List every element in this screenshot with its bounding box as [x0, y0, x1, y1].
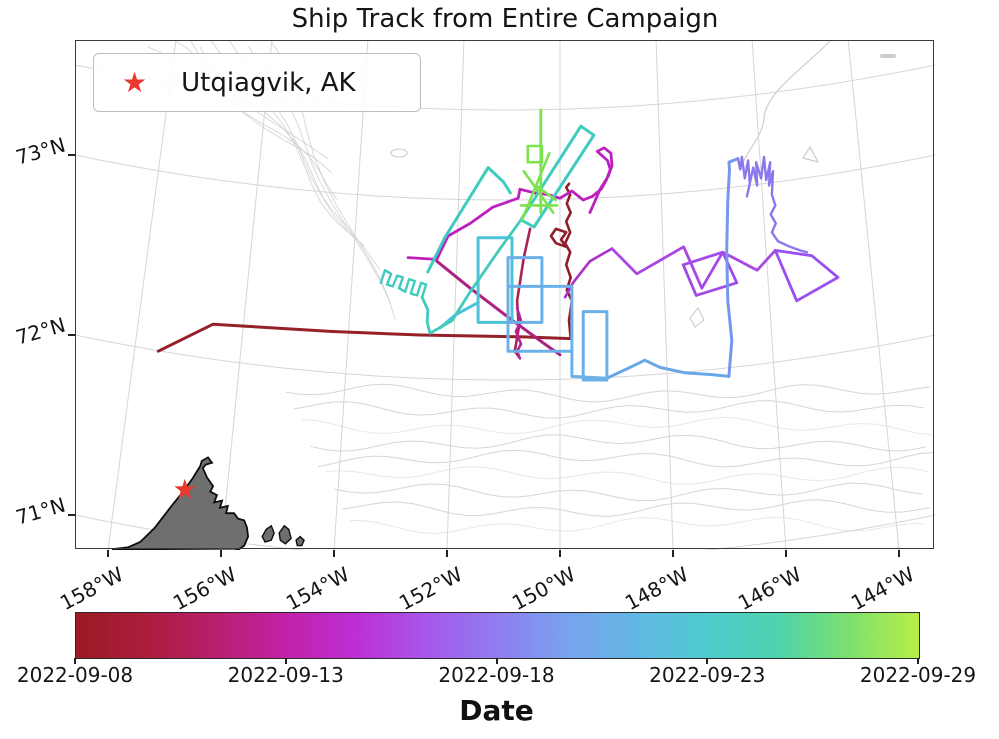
- lon-tick: [446, 550, 448, 557]
- contour-line: [341, 499, 931, 517]
- ship-track-segment-green-short-diag: [535, 184, 557, 202]
- contour-shape: [802, 145, 820, 163]
- land-islet: [295, 535, 305, 547]
- colorbar-tick-label: 2022-09-29: [859, 663, 977, 687]
- contour-line: [317, 449, 935, 468]
- lon-tick: [107, 550, 109, 557]
- ship-track: [156, 108, 840, 382]
- ship-track-segment-teal-parallelogram: [519, 124, 596, 229]
- colorbar-tick: [74, 658, 76, 664]
- station-star-icon: [174, 478, 196, 499]
- lon-tick: [220, 550, 222, 557]
- colorbar-tick-label: 2022-09-18: [438, 663, 555, 687]
- land-islet: [261, 524, 275, 543]
- ship-track-segment-teal-vee: [426, 166, 512, 274]
- contour-line: [325, 466, 929, 485]
- colorbar-tick-label: 2022-09-23: [649, 663, 766, 687]
- contour-line: [333, 482, 923, 502]
- colorbar-tick-label: 2022-09-13: [227, 663, 344, 687]
- contour-shape: [689, 306, 705, 328]
- ship-track-segment-sky-box-small: [581, 310, 609, 382]
- legend-label: Utqiagvik, AK: [181, 67, 356, 98]
- meridian-gridline: [655, 40, 674, 550]
- meridian-gridline: [847, 40, 900, 550]
- lon-tick: [785, 550, 787, 557]
- lat-tick-label: 71°N: [12, 492, 69, 530]
- meridian-gridline: [107, 40, 177, 550]
- colorbar-tick-label: 2022-09-08: [16, 663, 134, 687]
- land-islet: [278, 524, 292, 545]
- land-alaska: [111, 456, 250, 550]
- contour-line: [301, 416, 933, 436]
- colorbar: [75, 612, 920, 659]
- star-marker-icon: ★: [122, 65, 148, 99]
- meridian-gridline: [446, 40, 465, 550]
- meridian-gridline: [333, 40, 369, 550]
- ship-track-segment-blue-north-transit: [725, 157, 740, 378]
- colorbar-tick: [495, 658, 498, 664]
- ship-track-segment-green-box: [526, 144, 544, 164]
- graticule: [75, 40, 935, 550]
- contour-shape: [390, 148, 408, 158]
- ship-track-segment-zigzag-east: [610, 245, 777, 290]
- ship-track-segment-cyan-box: [476, 236, 514, 324]
- ship-track-segment-sky-connector: [570, 349, 609, 380]
- ship-track-segment-teal-sawtooth: [379, 269, 428, 299]
- lat-tick: [68, 334, 75, 336]
- legend: ★ Utqiagvik, AK: [93, 53, 421, 112]
- contour-line: [309, 434, 927, 452]
- ship-track-segment-purple-box-east: [773, 249, 840, 303]
- contour-line: [285, 383, 931, 403]
- contour-shape: [880, 54, 896, 58]
- ship-track-segment-magenta-survey: [406, 146, 614, 261]
- lat-tick: [68, 154, 75, 156]
- lon-tick: [672, 550, 674, 557]
- lon-tick: [559, 550, 561, 557]
- ship-track-segment-blue-south-transit: [605, 358, 731, 380]
- lat-tick-label: 73°N: [12, 132, 69, 170]
- ship-track-segment-violet-stationkeeping: [736, 155, 809, 254]
- ship-track-segment-purple-box-west: [681, 250, 739, 297]
- colorbar-tick: [284, 658, 287, 664]
- colorbar-tick: [917, 658, 919, 664]
- parallel-gridline: [75, 154, 935, 201]
- colorbar-tick: [706, 658, 709, 664]
- lon-tick: [898, 550, 900, 557]
- ship-track-segment-teal-tail: [420, 218, 523, 335]
- meridian-gridline: [751, 40, 787, 550]
- map-plot-area: [75, 40, 935, 550]
- colorbar-title: Date: [459, 694, 534, 727]
- contour-line: [293, 400, 925, 419]
- ship-track-segment-darkred-loop: [549, 227, 568, 249]
- meridian-gridline: [220, 40, 273, 550]
- lat-tick-label: 72°N: [12, 312, 69, 350]
- plot-title: Ship Track from Entire Campaign: [291, 4, 719, 34]
- ship-track-segment-zigzag-west: [563, 247, 614, 299]
- lat-tick: [68, 514, 75, 516]
- ship-track-segment-transit-west: [156, 322, 573, 353]
- lon-tick: [333, 550, 335, 557]
- parallel-gridline: [75, 334, 935, 381]
- contour-line: [349, 516, 924, 535]
- ship-track-segment-magenta-diagonal: [435, 259, 562, 357]
- contour-line: [740, 40, 831, 171]
